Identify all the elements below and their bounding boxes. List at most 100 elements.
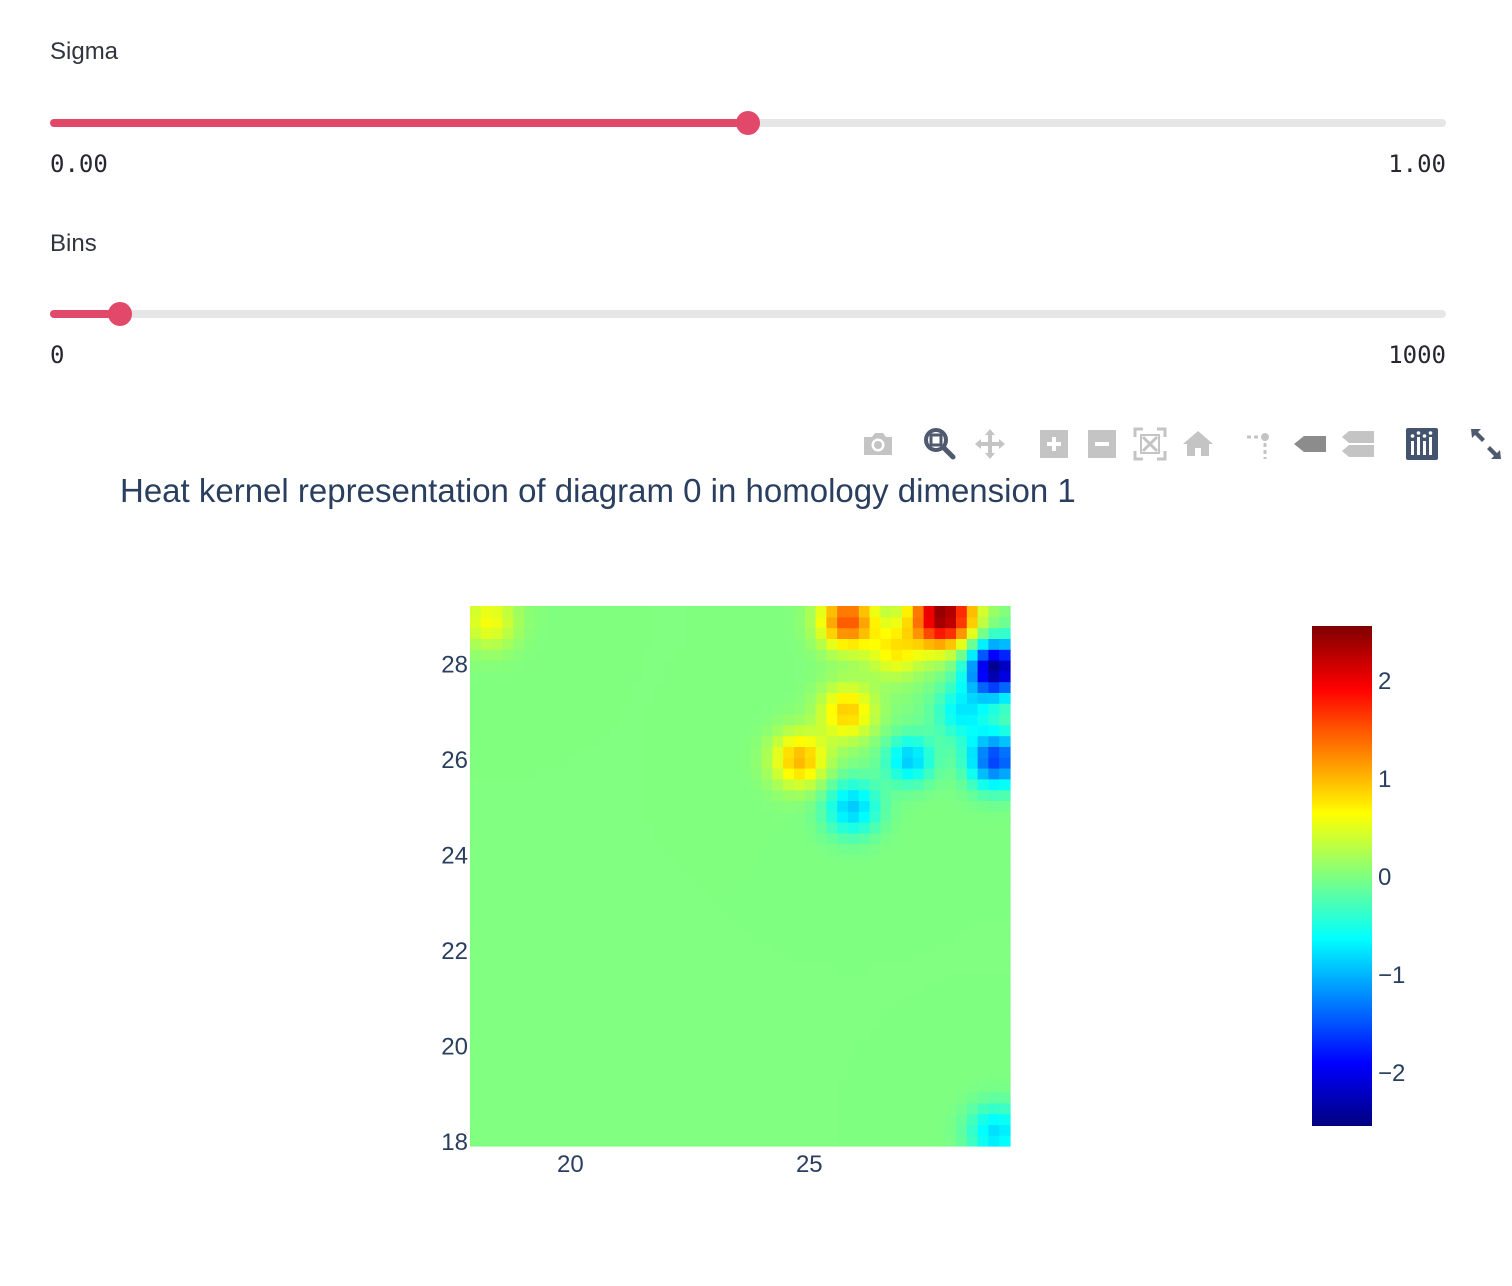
heatmap-cell[interactable] [729,832,741,845]
heatmap-cell[interactable] [945,973,957,985]
heatmap-cell[interactable] [588,1081,601,1093]
heatmap-cell[interactable] [912,789,925,801]
heatmap-cell[interactable] [588,606,601,618]
heatmap-cell[interactable] [578,886,590,899]
heatmap-cell[interactable] [588,616,601,629]
heatmap-cell[interactable] [999,1005,1011,1017]
heatmap-cell[interactable] [480,768,493,780]
heatmap-cell[interactable] [999,919,1011,931]
heatmap-cell[interactable] [880,854,892,866]
heatmap-cell[interactable] [610,638,622,650]
heatmap-cell[interactable] [491,627,503,639]
heatmap-cell[interactable] [556,778,568,791]
heatmap-cell[interactable] [783,1070,795,1082]
heatmap-cell[interactable] [578,606,590,618]
heatmap-cell[interactable] [632,703,644,715]
heatmap-cell[interactable] [675,746,687,758]
heatmap-cell[interactable] [502,670,514,683]
heatmap-cell[interactable] [826,1113,838,1125]
heatmap-cell[interactable] [653,724,665,737]
heatmap-cell[interactable] [578,832,590,845]
heatmap-cell[interactable] [966,768,979,780]
heatmap-cell[interactable] [632,735,644,747]
heatmap-cell[interactable] [588,897,601,909]
heatmap-cell[interactable] [491,789,503,801]
heatmap-cell[interactable] [707,649,719,661]
heatmap-cell[interactable] [934,886,946,899]
heatmap-cell[interactable] [848,616,860,629]
heatmap-cell[interactable] [945,724,957,737]
heatmap-cell[interactable] [794,1005,806,1017]
heatmap-cell[interactable] [470,670,482,683]
heatmap-cell[interactable] [567,1005,579,1017]
heatmap-cell[interactable] [988,1005,1000,1017]
heatmap-cell[interactable] [718,735,730,747]
heatmap-cell[interactable] [491,735,503,747]
heatmap-cell[interactable] [686,1016,698,1028]
heatmap-cell[interactable] [480,1092,493,1104]
heatmap-cell[interactable] [869,1059,881,1071]
heatmap-cell[interactable] [632,1038,644,1050]
heatmap-cell[interactable] [772,757,784,769]
heatmap-cell[interactable] [891,757,903,769]
heatmap-cell[interactable] [977,951,989,963]
heatmap-cell[interactable] [524,1048,536,1061]
heatmap-cell[interactable] [988,724,1000,737]
heatmap-cell[interactable] [988,811,1000,823]
heatmap-cell[interactable] [632,919,644,931]
heatmap-cell[interactable] [502,843,514,855]
heatmap-cell[interactable] [610,1124,622,1136]
heatmap-cell[interactable] [470,681,482,693]
heatmap-cell[interactable] [686,854,698,866]
heatmap-cell[interactable] [848,703,860,715]
heatmap-cell[interactable] [880,897,892,909]
heatmap-cell[interactable] [880,681,892,693]
heatmap-cell[interactable] [902,994,914,1007]
zoom-icon[interactable] [920,424,960,464]
heatmap-cell[interactable] [761,876,773,888]
heatmap-cell[interactable] [988,951,1000,963]
heatmap-cell[interactable] [653,714,665,726]
heatmap-cell[interactable] [858,800,871,812]
heatmap-cell[interactable] [664,962,676,974]
heatmap-cell[interactable] [837,1038,849,1050]
heatmap-cell[interactable] [826,670,838,683]
heatmap-cell[interactable] [912,757,925,769]
heatmap-cell[interactable] [945,1059,957,1071]
heatmap-cell[interactable] [988,1070,1000,1082]
heatmap-cell[interactable] [653,746,665,758]
heatmap-cell[interactable] [642,1092,655,1104]
heatmap-cell[interactable] [642,962,655,974]
heatmap-cell[interactable] [718,638,730,650]
heatmap-cell[interactable] [869,951,881,963]
heatmap-cell[interactable] [923,1059,935,1071]
heatmap-cell[interactable] [740,1102,752,1115]
heatmap-cell[interactable] [642,822,655,834]
heatmap-cell[interactable] [621,1005,633,1017]
heatmap-cell[interactable] [480,973,493,985]
heatmap-cell[interactable] [902,843,914,855]
heatmap-cell[interactable] [934,1135,946,1147]
heatmap-cell[interactable] [966,1124,979,1136]
heatmap-cell[interactable] [902,832,914,845]
heatmap-cell[interactable] [513,670,525,683]
heatmap-cell[interactable] [880,1081,892,1093]
heatmap-cell[interactable] [578,1081,590,1093]
heatmap-cell[interactable] [545,660,557,672]
heatmap-cell[interactable] [696,1102,709,1115]
heatmap-cell[interactable] [999,1113,1011,1125]
heatmap-cell[interactable] [826,908,838,920]
heatmap-cell[interactable] [923,681,935,693]
heatmap-cell[interactable] [956,930,968,942]
heatmap-cell[interactable] [578,1070,590,1082]
heatmap-cell[interactable] [632,660,644,672]
heatmap-cell[interactable] [545,843,557,855]
heatmap-cell[interactable] [534,638,547,650]
heatmap-cell[interactable] [902,1113,914,1125]
heatmap-cell[interactable] [761,789,773,801]
heatmap-cell[interactable] [686,843,698,855]
heatmap-cell[interactable] [642,757,655,769]
heatmap-cell[interactable] [567,886,579,899]
heatmap-cell[interactable] [653,951,665,963]
heatmap-cell[interactable] [837,703,849,715]
